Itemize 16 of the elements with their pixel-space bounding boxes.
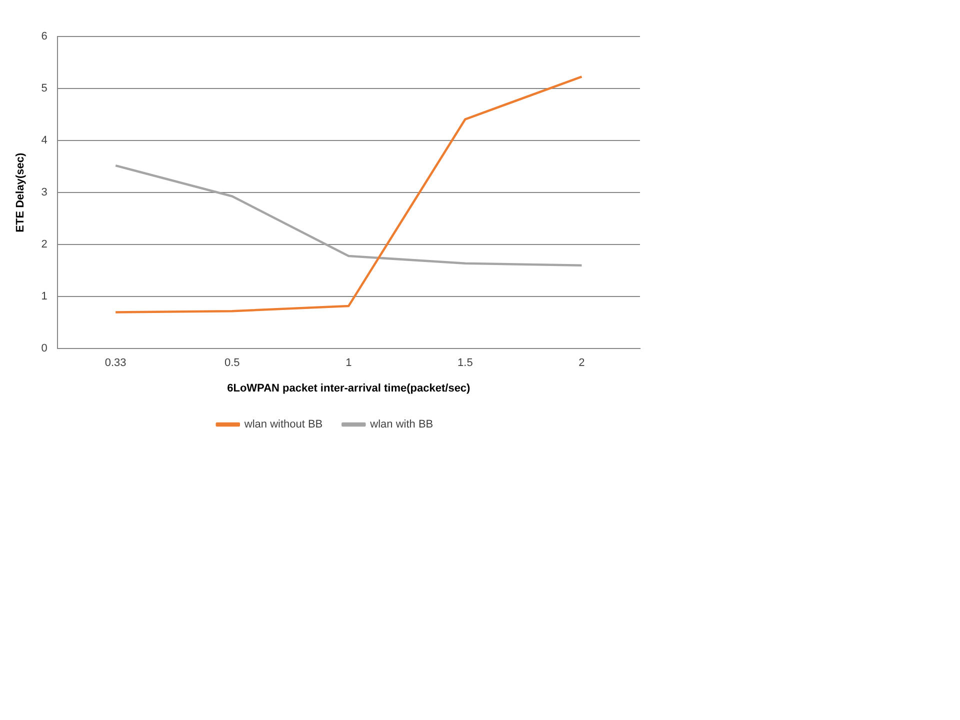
x-tick-label: 1: [346, 357, 352, 370]
y-tick-label: 1: [41, 290, 48, 303]
y-tick-label: 0: [41, 342, 48, 355]
legend-label: wlan with BB: [369, 418, 434, 431]
x-tick-label: 2: [578, 357, 585, 370]
y-tick-label: 2: [41, 238, 48, 251]
legend-label: wlan without BB: [243, 418, 323, 431]
x-axis-title: 6LoWPAN packet inter-arrival time(packet/sec): [227, 382, 471, 394]
y-axis-title: ETE Delay(sec): [14, 152, 27, 232]
x-tick-label: 1.5: [458, 357, 473, 370]
y-tick-label: 6: [41, 30, 48, 43]
x-tick-label: 0.33: [104, 357, 126, 370]
y-tick-label: 3: [41, 186, 48, 199]
y-tick-label: 5: [41, 82, 48, 95]
x-tick-label: 0.5: [224, 357, 240, 370]
y-tick-label: 4: [41, 134, 48, 147]
